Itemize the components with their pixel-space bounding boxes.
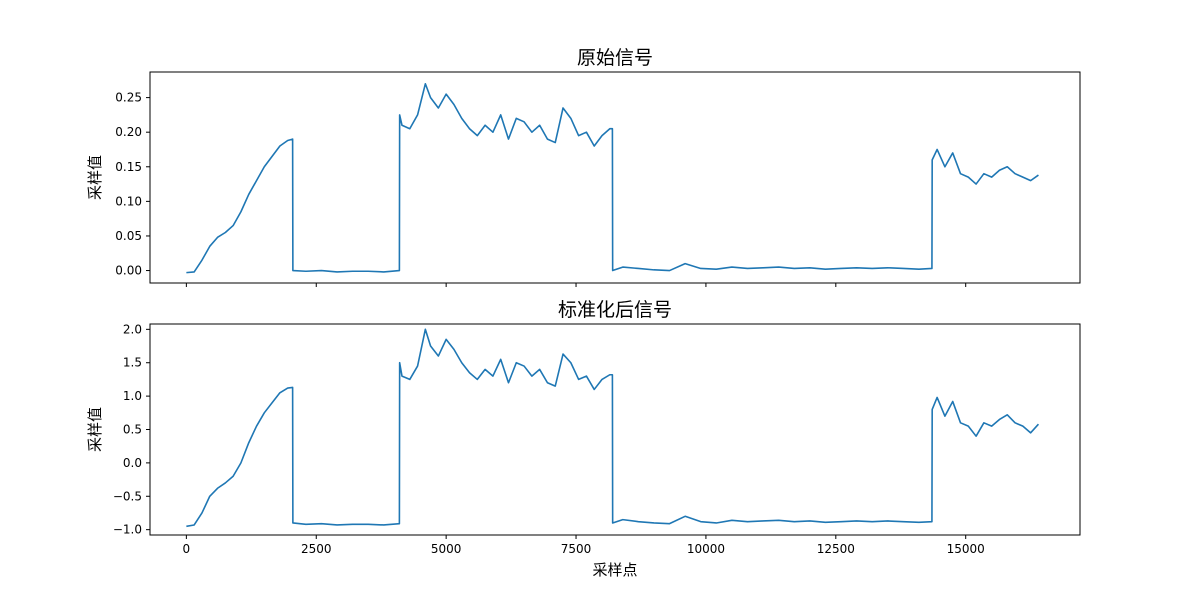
plot-title: 原始信号: [577, 47, 653, 69]
y-tick-label: 0.25: [115, 91, 142, 105]
y-tick-label: 0.15: [115, 160, 142, 174]
x-tick-label: 7500: [561, 542, 592, 556]
y-tick-label: 0.20: [115, 125, 142, 139]
y-tick-label: 0.10: [115, 194, 142, 208]
y-tick-label: 1.5: [123, 356, 142, 370]
x-tick-label: 5000: [431, 542, 462, 556]
plot-title: 标准化后信号: [558, 299, 672, 321]
y-tick-label: −1.0: [113, 523, 142, 537]
x-tick-label: 10000: [687, 542, 725, 556]
y-axis-label: 采样值: [86, 155, 104, 200]
series-line-0-0: [186, 82, 1039, 274]
y-tick-label: 1.0: [123, 389, 142, 403]
y-tick-label: 0.5: [123, 423, 142, 437]
x-axis-label: 采样点: [592, 561, 637, 579]
y-tick-label: 2.0: [123, 322, 142, 336]
x-tick-label: 2500: [301, 542, 332, 556]
x-tick-label: 0: [183, 542, 191, 556]
axes-frame: [149, 323, 1081, 536]
y-tick-label: 0.00: [115, 264, 142, 278]
x-tick-label: 15000: [947, 542, 985, 556]
x-tick-label: 12500: [817, 542, 855, 556]
axes-frame: [149, 71, 1081, 284]
subplot-standardized-signal: 0 2500 5000 7500 10000 12500 15000 −1.0 −0.5 0.0 0…: [86, 299, 1081, 579]
series-line-1-0: [186, 328, 1040, 528]
y-tick-label: 0.0: [123, 456, 142, 470]
y-axis-label: 采样值: [86, 407, 104, 452]
y-tick-label: −0.5: [113, 489, 142, 503]
y-tick-label: 0.05: [115, 229, 142, 243]
